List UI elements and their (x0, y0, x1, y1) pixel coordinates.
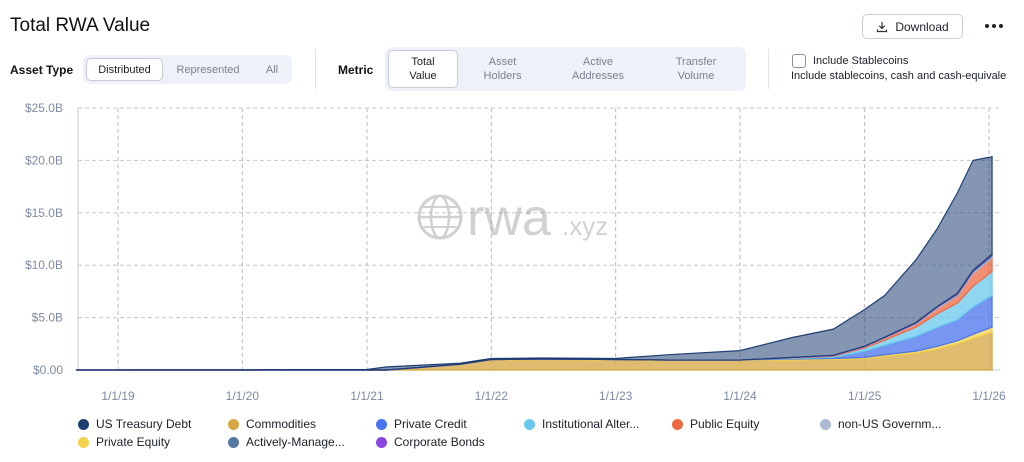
include-stablecoins-checkbox[interactable] (792, 54, 806, 68)
metric-label: Metric (338, 63, 374, 77)
divider (315, 49, 316, 89)
legend-dot (78, 436, 89, 448)
y-tick-label: $20.0B (25, 153, 63, 167)
y-tick-label: $0.00 (33, 363, 63, 377)
asset-type-option-represented[interactable]: Represented (176, 63, 240, 76)
legend-item-public-equity[interactable]: Public Equity (672, 417, 759, 431)
legend-dot (78, 418, 89, 430)
metric-option-asset-holders[interactable]: Asset Holders (483, 56, 522, 82)
legend-dot (820, 418, 831, 430)
asset-type-option-all[interactable]: All (265, 63, 279, 76)
asset-type-segmented-control: Distributed Represented All (83, 55, 292, 84)
asset-type-option-distributed[interactable]: Distributed (86, 58, 163, 81)
legend-dot (376, 418, 387, 430)
x-tick-label: 1/1/24 (723, 389, 757, 403)
x-tick-label: 1/1/21 (350, 389, 384, 403)
page-title: Total RWA Value (10, 15, 151, 36)
legend-dot (228, 436, 239, 448)
x-tick-label: 1/1/25 (848, 389, 882, 403)
legend-item-non-us-government[interactable]: non-US Governm... (820, 417, 941, 431)
legend-dot (228, 418, 239, 430)
y-tick-label: $5.0B (32, 311, 63, 325)
area-series-us-treasury-debt (75, 156, 993, 371)
download-icon (876, 21, 888, 33)
x-tick-label: 1/1/20 (226, 389, 260, 403)
watermark-text: rwa (467, 189, 551, 247)
y-tick-label: $25.0B (25, 101, 63, 115)
legend-item-actively-managed[interactable]: Actively-Manage... (228, 435, 345, 449)
y-tick-label: $10.0B (25, 258, 63, 272)
legend-dot (376, 436, 387, 448)
legend-item-us-treasury-debt[interactable]: US Treasury Debt (78, 417, 191, 431)
legend-dot (672, 418, 683, 430)
legend-item-commodities[interactable]: Commodities (228, 417, 316, 431)
legend-item-private-equity[interactable]: Private Equity (78, 435, 170, 449)
rwa-area-chart[interactable]: rwa .xyz $0.00 $5.0B $10.0B $15.0B $20.0B $25… (0, 95, 1024, 415)
y-tick-label: $15.0B (25, 206, 63, 220)
legend-item-private-credit[interactable]: Private Credit (376, 417, 467, 431)
chart-legend: US Treasury Debt Commodities Private Cre… (78, 417, 1018, 457)
more-options-icon[interactable] (983, 17, 1005, 35)
divider (768, 49, 769, 89)
legend-item-corporate-bonds[interactable]: Corporate Bonds (376, 435, 485, 449)
download-button[interactable]: Download (862, 14, 963, 39)
legend-dot (524, 418, 535, 430)
globe-icon (417, 194, 463, 240)
x-tick-label: 1/1/22 (475, 389, 509, 403)
x-tick-label: 1/1/23 (599, 389, 633, 403)
include-stablecoins-label: Include Stablecoins (813, 55, 909, 67)
watermark-suffix: .xyz (562, 211, 608, 241)
metric-option-total-value[interactable]: Total Value (388, 50, 458, 88)
include-stablecoins-description: Include stablecoins, cash and cash-equiv… (791, 70, 1007, 82)
metric-segmented-control: Total Value Asset Holders Active Addresses … (385, 47, 746, 91)
metric-option-active-addresses[interactable]: Active Addresses (572, 56, 624, 82)
legend-item-institutional-alternative[interactable]: Institutional Alter... (524, 417, 639, 431)
metric-option-transfer-volume[interactable]: Transfer Volume (675, 56, 717, 82)
download-label: Download (895, 19, 949, 34)
x-tick-label: 1/1/26 (972, 389, 1006, 403)
asset-type-label: Asset Type (10, 63, 74, 77)
x-tick-label: 1/1/19 (101, 389, 135, 403)
